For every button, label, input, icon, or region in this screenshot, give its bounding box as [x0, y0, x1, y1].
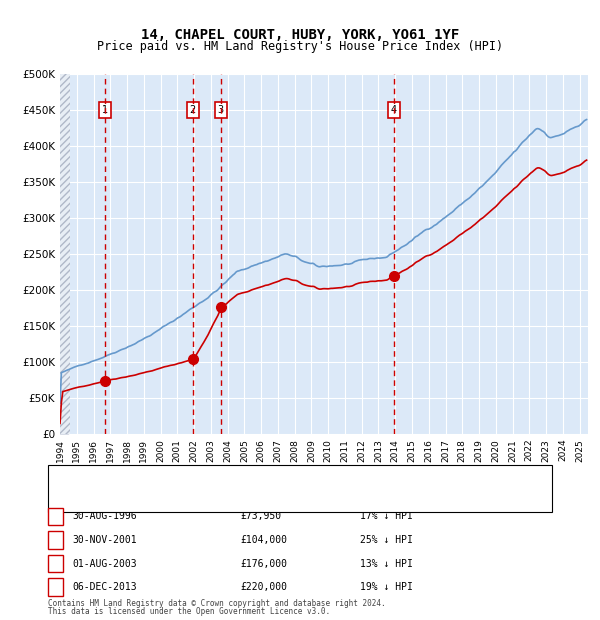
Text: 1: 1 [101, 105, 107, 115]
Bar [60, 74, 70, 434]
Text: £220,000: £220,000 [240, 582, 287, 592]
Text: 30-NOV-2001: 30-NOV-2001 [72, 535, 137, 545]
Text: 01-AUG-2003: 01-AUG-2003 [72, 559, 137, 569]
Text: £176,000: £176,000 [240, 559, 287, 569]
Text: 4: 4 [391, 105, 397, 115]
Text: 14, CHAPEL COURT, HUBY, YORK, YO61 1YF (detached house): 14, CHAPEL COURT, HUBY, YORK, YO61 1YF (… [99, 473, 422, 483]
Text: 19% ↓ HPI: 19% ↓ HPI [360, 582, 413, 592]
Text: £73,950: £73,950 [240, 512, 281, 521]
Text: 30-AUG-1996: 30-AUG-1996 [72, 512, 137, 521]
Text: 2: 2 [190, 105, 196, 115]
Text: 14, CHAPEL COURT, HUBY, YORK, YO61 1YF: 14, CHAPEL COURT, HUBY, YORK, YO61 1YF [141, 28, 459, 42]
Text: HPI: Average price, detached house, North Yorkshire: HPI: Average price, detached house, Nort… [99, 494, 398, 503]
Text: Price paid vs. HM Land Registry's House Price Index (HPI): Price paid vs. HM Land Registry's House … [97, 40, 503, 53]
Text: 4: 4 [53, 582, 58, 592]
Text: £104,000: £104,000 [240, 535, 287, 545]
Text: ─────: ───── [60, 492, 97, 505]
Text: 1: 1 [53, 512, 58, 521]
Text: 17% ↓ HPI: 17% ↓ HPI [360, 512, 413, 521]
Text: ─────: ───── [60, 472, 97, 484]
Text: 3: 3 [218, 105, 224, 115]
Text: Contains HM Land Registry data © Crown copyright and database right 2024.: Contains HM Land Registry data © Crown c… [48, 600, 386, 608]
Text: 06-DEC-2013: 06-DEC-2013 [72, 582, 137, 592]
Text: 13% ↓ HPI: 13% ↓ HPI [360, 559, 413, 569]
Text: 25% ↓ HPI: 25% ↓ HPI [360, 535, 413, 545]
Text: 2: 2 [53, 535, 58, 545]
Text: 3: 3 [53, 559, 58, 569]
Text: This data is licensed under the Open Government Licence v3.0.: This data is licensed under the Open Gov… [48, 607, 330, 616]
